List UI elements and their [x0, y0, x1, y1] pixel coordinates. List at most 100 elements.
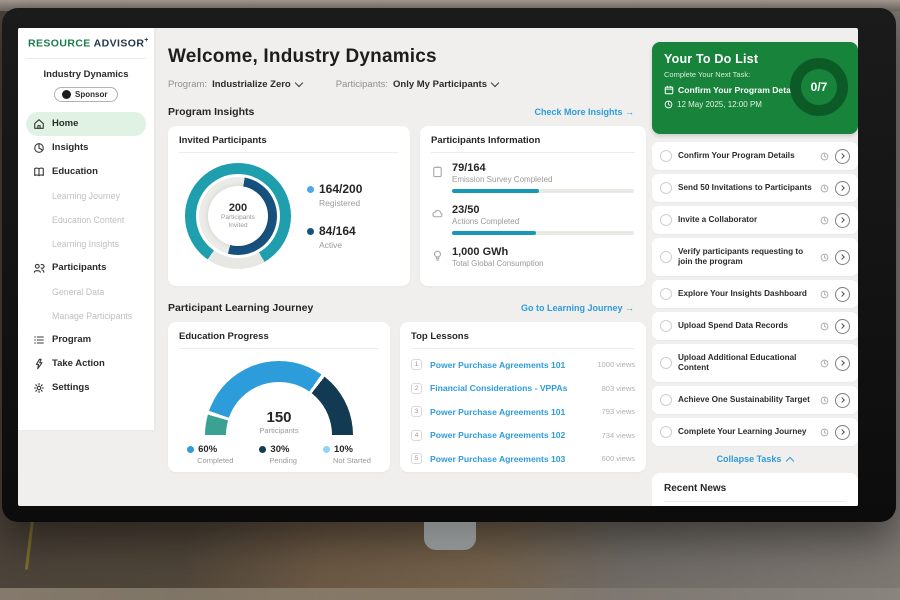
sidebar-item-home[interactable]: Home	[26, 111, 146, 136]
top-lessons-card: Top Lessons 1 Power Purchase Agreements …	[400, 322, 646, 472]
sidebar-item-take-action[interactable]: Take Action	[26, 352, 146, 376]
task-checkbox[interactable]	[660, 357, 672, 369]
task-checkbox[interactable]	[660, 251, 672, 263]
clock-icon	[820, 152, 829, 160]
views-suffix: views	[614, 407, 635, 417]
task-label: Upload Spend Data Records	[678, 320, 789, 330]
desk	[0, 588, 900, 600]
book-icon	[34, 167, 44, 176]
sidebar-item-participants[interactable]: Participants	[26, 256, 146, 280]
task-open-button[interactable]	[835, 355, 850, 371]
task-open-button[interactable]	[835, 180, 850, 196]
recent-news-card: Recent News	[652, 473, 858, 506]
participants-dropdown[interactable]: Participants: Only My Participants	[335, 78, 500, 90]
clock-icon	[820, 216, 829, 224]
views-suffix: views	[614, 454, 635, 464]
task-row-achieve-target[interactable]: Achieve One Sustainability Target	[652, 386, 858, 414]
task-row-confirm-program[interactable]: Confirm Your Program Details	[652, 142, 858, 170]
legend-label: Registered	[319, 198, 361, 208]
sidebar-item-settings[interactable]: Settings	[26, 376, 146, 400]
task-open-button[interactable]	[835, 392, 850, 408]
sidebar-item-manage-participants[interactable]: Manage Participants	[26, 304, 146, 328]
list-icon	[34, 335, 44, 344]
pie-chart-icon	[34, 142, 44, 153]
task-open-button[interactable]	[835, 286, 850, 302]
program-dropdown[interactable]: Program: Industrialize Zero	[168, 78, 303, 90]
sidebar-item-general-data[interactable]: General Data	[26, 280, 146, 304]
sidebar-item-label: Settings	[52, 382, 90, 393]
task-open-button[interactable]	[835, 212, 850, 228]
donut-inner-ring	[199, 177, 277, 255]
task-open-button[interactable]	[835, 249, 850, 265]
donut-legend: 164/200 Registered 84/164 Active	[307, 182, 362, 250]
task-open-button[interactable]	[835, 424, 850, 440]
sidebar-item-program[interactable]: Program	[26, 328, 146, 352]
sidebar-item-education-content[interactable]: Education Content	[26, 208, 146, 232]
task-checkbox[interactable]	[660, 394, 672, 406]
todo-next-task-label: Confirm Your Program Details	[678, 85, 801, 95]
program-filter-label: Program:	[168, 79, 208, 90]
chevron-up-icon	[786, 456, 795, 465]
task-row-upload-educational-content[interactable]: Upload Additional Educational Content	[652, 344, 858, 382]
task-row-verify-participants[interactable]: Verify participants requesting to join t…	[652, 238, 858, 276]
task-label: Send 50 Invitations to Participants	[678, 182, 812, 192]
card-title: Participants Information	[431, 135, 635, 153]
sidebar-item-education[interactable]: Education	[26, 160, 146, 184]
lesson-views: 734	[601, 430, 615, 440]
clock-icon	[820, 359, 829, 367]
stat-value: 23/50	[452, 204, 480, 216]
task-open-button[interactable]	[835, 318, 850, 334]
lesson-row: 1 Power Purchase Agreements 101 1000 vie…	[411, 353, 635, 377]
participants-filter-value: Only My Participants	[393, 79, 487, 90]
lesson-link[interactable]: Power Purchase Agreements 101	[430, 359, 566, 370]
go-to-learning-journey-link[interactable]: Go to Learning Journey →	[521, 303, 634, 313]
insights-cards-row: Invited Participants 200 Participants In…	[168, 126, 646, 286]
lesson-link[interactable]: Power Purchase Agreements 103	[430, 453, 566, 464]
task-checkbox[interactable]	[660, 288, 672, 300]
task-open-button[interactable]	[835, 148, 850, 164]
task-label: Achieve One Sustainability Target	[678, 394, 810, 404]
chevron-down-icon	[490, 78, 500, 88]
task-row-send-invitations[interactable]: Send 50 Invitations to Participants	[652, 174, 858, 202]
donut-center-label: Participants Invited	[221, 213, 255, 229]
sidebar-item-label: Home	[52, 118, 79, 129]
check-more-insights-link[interactable]: Check More Insights →	[534, 107, 634, 117]
task-row-upload-spend-data[interactable]: Upload Spend Data Records	[652, 312, 858, 340]
gauge-center-label: Participants	[259, 426, 299, 435]
legend-value: 84/164	[319, 224, 356, 238]
sidebar-item-learning-insights[interactable]: Learning Insights	[26, 232, 146, 256]
lesson-rank: 3	[411, 406, 422, 418]
task-checkbox[interactable]	[660, 320, 672, 332]
learning-cards-row: Education Progress 150 Participants 60% …	[168, 322, 646, 472]
clock-icon	[820, 428, 829, 436]
task-row-complete-learning-journey[interactable]: Complete Your Learning Journey	[652, 418, 858, 446]
task-checkbox[interactable]	[660, 214, 672, 226]
task-row-explore-insights[interactable]: Explore Your Insights Dashboard	[652, 280, 858, 308]
stat-label: Emission Survey Completed	[452, 175, 553, 184]
recent-news-title: Recent News	[664, 483, 846, 502]
link-label: Check More Insights	[534, 107, 623, 117]
legend-dot	[187, 446, 195, 453]
todo-title: Your To Do List	[664, 52, 759, 66]
program-insights-header: Program Insights Check More Insights →	[168, 106, 634, 118]
sidebar-item-label: Insights	[52, 142, 89, 153]
top-lessons-list: 1 Power Purchase Agreements 101 1000 vie…	[411, 349, 635, 471]
sidebar-item-learning-journey[interactable]: Learning Journey	[26, 184, 146, 208]
collapse-tasks-link[interactable]: Collapse Tasks	[652, 454, 858, 465]
sidebar: RESOURCE ADVISOR+ Industry Dynamics Spon…	[18, 28, 154, 430]
lesson-row: 4 Power Purchase Agreements 102 734 view…	[411, 424, 635, 448]
task-checkbox[interactable]	[660, 150, 672, 162]
collapse-tasks-label: Collapse Tasks	[716, 454, 782, 464]
gauge-legend: 60% Completed 30% Pending 10% Not Starte…	[187, 444, 371, 465]
lesson-link[interactable]: Financial Considerations - VPPAs	[430, 383, 568, 394]
chevron-right-icon	[839, 360, 845, 366]
task-checkbox[interactable]	[660, 426, 672, 438]
task-row-invite-collaborator[interactable]: Invite a Collaborator	[652, 206, 858, 234]
legend-value: 164/200	[319, 182, 363, 196]
sidebar-item-insights[interactable]: Insights	[26, 136, 146, 160]
task-checkbox[interactable]	[660, 182, 672, 194]
lesson-link[interactable]: Power Purchase Agreements 102	[430, 430, 566, 441]
participants-filter-label: Participants:	[335, 79, 389, 90]
gauge-chart: 150 Participants	[205, 361, 353, 435]
lesson-link[interactable]: Power Purchase Agreements 101	[430, 406, 566, 417]
